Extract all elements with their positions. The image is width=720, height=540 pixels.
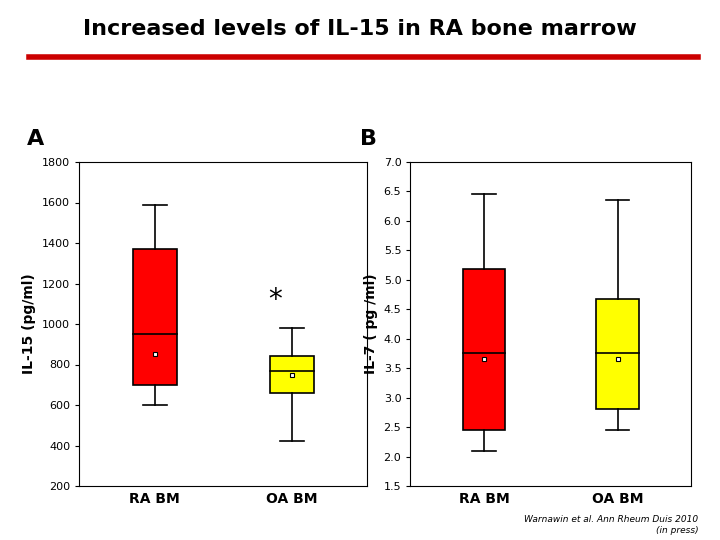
Bar <box>270 356 314 393</box>
Bar <box>462 269 505 430</box>
Bar <box>132 249 176 384</box>
Bar <box>596 299 639 409</box>
Text: *: * <box>269 286 282 314</box>
Y-axis label: IL-7 ( pg /ml): IL-7 ( pg /ml) <box>364 274 378 374</box>
Text: B: B <box>360 129 377 149</box>
Y-axis label: IL-15 (pg/ml): IL-15 (pg/ml) <box>22 274 37 374</box>
Text: Warnawin et al. Ann Rheum Duis 2010
(in press): Warnawin et al. Ann Rheum Duis 2010 (in … <box>524 515 698 535</box>
Text: A: A <box>27 129 45 149</box>
Text: Increased levels of IL-15 in RA bone marrow: Increased levels of IL-15 in RA bone mar… <box>83 19 637 39</box>
